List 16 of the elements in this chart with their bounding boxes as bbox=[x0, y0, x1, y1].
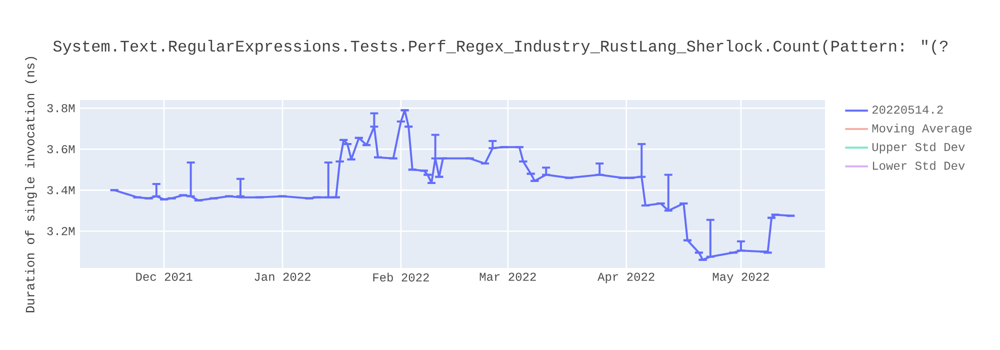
y-tick-label: 3.4M bbox=[47, 186, 75, 194]
y-tick-label: 3.2M bbox=[47, 227, 75, 236]
chart-title: System.Text.RegularExpressions.Tests.Perf_Regex_Industry_RustLang_Sherlock.Count(Pattern: "(? bbox=[53, 40, 948, 55]
legend-label: Moving Average bbox=[872, 124, 972, 135]
y-axis-title: Duration of single invocation (ns) bbox=[25, 56, 37, 312]
x-tick-label: Feb 2022 bbox=[373, 272, 429, 282]
y-tick-label: 3.6M bbox=[47, 145, 75, 154]
x-tick-label: Mar 2022 bbox=[480, 272, 536, 281]
x-tick-label: May 2022 bbox=[712, 272, 769, 284]
legend-label: Upper Std Dev bbox=[872, 142, 965, 154]
x-tick-label: Jan 2022 bbox=[254, 272, 310, 281]
x-tick-label: Dec 2021 bbox=[136, 272, 192, 281]
x-tick-label: Apr 2022 bbox=[598, 272, 654, 284]
legend-label: Lower Std Dev bbox=[872, 161, 965, 170]
y-tick-label: 3.8M bbox=[47, 104, 75, 112]
legend-label: 20220514.2 bbox=[872, 106, 943, 114]
